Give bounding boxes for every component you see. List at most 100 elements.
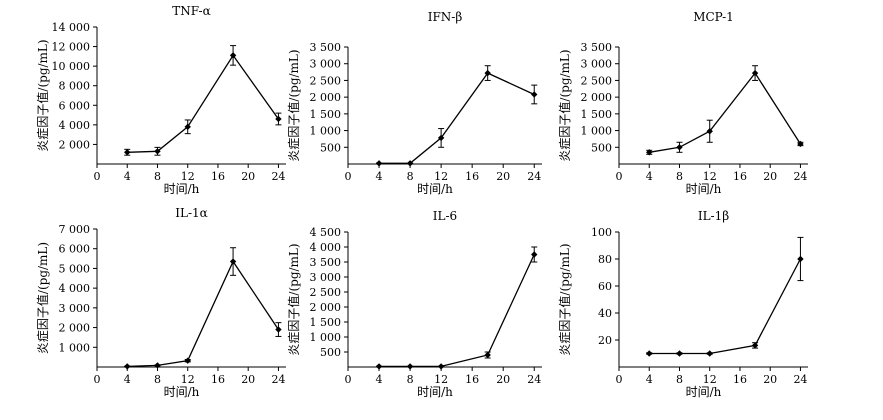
x-tick-label: 0 [94,170,101,183]
y-tick-label: 2 000 [310,301,342,314]
series-line [127,54,279,153]
data-point [437,134,445,142]
chart-tnf-alpha: TNF-α 2 000 4 000 6 000 8 000 10 000 12 000 14 … [35,4,286,196]
chart-title: IL-1β [698,209,729,223]
series-line [649,258,801,355]
y-tick-label: 40 [598,307,612,320]
x-axis-label: 时间/h [686,385,722,399]
x-tick-label: 12 [434,170,448,183]
x-tick-label: 24 [527,170,541,183]
x-tick-label: 4 [646,373,653,386]
chart-il-6: IL-6 500 1 000 1 500 2 000 2 500 3 000 3 500 4 0… [286,209,542,399]
y-tick-label: 3 500 [581,41,613,54]
y-tick-label: 20 [598,334,612,347]
y-tick-label: 500 [320,141,341,154]
data-point [184,357,191,364]
chart-il-1alpha: IL-1α 1 000 2 000 3 000 4 000 5 000 6 000 7 000… [35,206,286,399]
y-tick-label: 7 000 [59,223,91,236]
data-point [646,350,653,357]
x-tick-label: 0 [616,373,623,386]
y-tick-label: 1 000 [310,125,342,138]
y-tick-label: 1 000 [59,341,91,354]
x-axis-label: 时间/h [417,182,453,196]
x-tick-label: 20 [763,373,777,386]
x-tick-label: 12 [703,170,717,183]
y-tick-label: 500 [591,141,612,154]
y-axis-label: 炎症因子值/(pg/mL) [35,39,50,151]
y-tick-label: 80 [598,253,612,266]
y-tick-label: 2 500 [310,74,342,87]
x-tick-label: 12 [181,373,195,386]
x-tick-label: 12 [181,170,195,183]
x-tick-label: 8 [407,373,414,386]
y-tick-label: 10 000 [52,60,91,73]
y-tick-label: 3 000 [581,58,613,71]
y-tick-label: 4 000 [59,282,91,295]
chart-title: IL-6 [433,209,457,223]
chart-title: TNF-α [172,4,210,18]
data-point [275,115,282,123]
data-point [706,350,713,357]
chart-title: MCP-1 [693,10,734,24]
x-tick-label: 16 [733,170,747,183]
data-point [531,251,538,258]
data-point [751,69,759,77]
x-tick-label: 24 [527,373,541,386]
x-tick-label: 16 [211,170,225,183]
data-point [484,69,491,77]
chart-ifn-beta: IFN-β 500 1 000 1 500 2 000 2 500 3 000 3 500 0 4… [286,10,542,196]
y-tick-label: 1 500 [581,108,613,121]
chart-il-1beta: IL-1β 20 40 60 80 100 0 4 8 12 16 20 24 时间/h 炎症因子值/(pg… [557,209,808,399]
y-tick-label: 3 000 [59,302,91,315]
y-tick-label: 8 000 [59,80,91,93]
data-point [706,128,713,135]
x-tick-label: 24 [793,373,807,386]
x-tick-label: 4 [646,170,653,183]
chart-title: IFN-β [428,10,463,24]
x-tick-label: 8 [154,170,161,183]
x-tick-label: 4 [124,373,131,386]
x-tick-label: 20 [496,170,510,183]
data-point [484,351,491,359]
x-tick-label: 12 [703,373,717,386]
y-tick-label: 4 000 [310,241,342,254]
data-point [797,140,804,148]
y-tick-label: 6 000 [59,243,91,256]
x-axis-label: 时间/h [686,182,722,196]
x-tick-label: 24 [271,373,285,386]
x-axis-label: 时间/h [164,182,200,196]
data-point [229,52,237,59]
series-line [379,72,535,164]
data-point [375,363,383,370]
y-tick-label: 4 000 [59,119,91,132]
y-tick-label: 2 000 [581,91,613,104]
y-tick-label: 3 500 [310,41,342,54]
y-axis-label: 炎症因子值/(pg/mL) [557,243,572,355]
x-tick-label: 20 [763,170,777,183]
x-tick-label: 8 [407,170,414,183]
data-point [275,326,282,333]
y-tick-label: 1 500 [310,316,342,329]
data-point [797,255,804,263]
y-tick-label: 4 500 [310,226,342,239]
data-point [751,342,759,349]
x-tick-label: 20 [241,170,255,183]
y-axis-label: 炎症因子值/(pg/mL) [557,49,572,161]
data-point [375,160,383,167]
x-axis-label: 时间/h [164,385,200,399]
x-tick-label: 8 [676,373,683,386]
y-axis-label: 炎症因子值/(pg/mL) [286,49,301,161]
x-tick-label: 24 [271,170,285,183]
x-tick-label: 20 [496,373,510,386]
x-tick-label: 0 [616,170,623,183]
x-tick-label: 4 [124,170,131,183]
data-point [437,363,445,370]
y-tick-label: 500 [320,346,341,359]
y-tick-label: 1 000 [310,331,342,344]
chart-mcp-1: MCP-1 500 1 000 1 500 2 000 2 500 3 000 3 500 0 4… [557,10,808,196]
x-tick-label: 16 [465,373,479,386]
y-axis-label: 炎症因子值/(pg/mL) [286,243,301,355]
y-tick-label: 1 500 [310,108,342,121]
data-point [406,160,414,167]
